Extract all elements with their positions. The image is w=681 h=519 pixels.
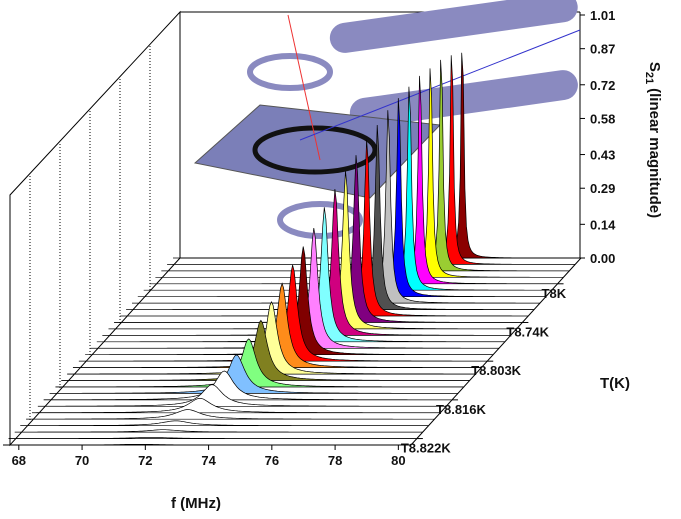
trace [55, 338, 465, 388]
coil-top [247, 53, 333, 91]
z-axis-title-main: S [646, 62, 663, 72]
x-tick-label: 68 [12, 453, 26, 468]
z-axis-title-sub: 21 [643, 72, 655, 84]
z-tick-label: 1.01 [590, 8, 615, 23]
z-tick-label: 0.14 [590, 217, 616, 232]
trace [8, 436, 418, 439]
x-axis-title: f (MHz) [171, 495, 221, 512]
z-tick-label: 0.00 [590, 251, 615, 266]
trace [72, 282, 482, 368]
depth-tick-label: T8.822K [401, 441, 451, 456]
depth-tick-label: T8.816K [436, 402, 486, 417]
depth-axis-title: T(K) [600, 375, 630, 392]
trace [49, 354, 459, 394]
z-axis-title: S21 (linear magnitude) [643, 62, 663, 218]
z-axis-title-rest: (linear magnitude) [646, 88, 663, 218]
x-tick-label: 76 [265, 453, 279, 468]
trace [31, 397, 441, 414]
trace [43, 370, 453, 401]
trace [67, 301, 476, 375]
trace [20, 420, 429, 427]
depth-tick-label: T8K [542, 286, 567, 301]
walls [9, 10, 581, 447]
x-tick-label: 78 [328, 453, 342, 468]
plot: 0.00 0.14 0.29 0.43 0.58 0.72 0.87 1.01 68 70 72 74… [3, 8, 616, 468]
cable-top [329, 0, 578, 53]
ring [252, 125, 378, 175]
trace [26, 409, 435, 420]
trace [61, 319, 470, 381]
z-tick-label: 0.29 [590, 181, 615, 196]
x-tick-label: 72 [138, 453, 152, 468]
depth-axis [410, 257, 582, 446]
depth-tick-label: T8.74K [506, 324, 549, 339]
z-tick-label: 0.87 [590, 42, 615, 57]
trace [37, 384, 447, 407]
coil-bottom [277, 201, 363, 239]
trace [14, 429, 423, 433]
z-tick-label: 0.58 [590, 111, 615, 126]
x-tick-label: 70 [75, 453, 89, 468]
arrow-red [287, 14, 321, 161]
depth-tick-label: T8.803K [471, 363, 521, 378]
x-tick-label: 74 [201, 453, 216, 468]
trace [3, 443, 411, 446]
z-tick-label: 0.43 [590, 148, 615, 163]
x-tick-label: 80 [391, 453, 405, 468]
z-tick-label: 0.72 [590, 78, 615, 93]
